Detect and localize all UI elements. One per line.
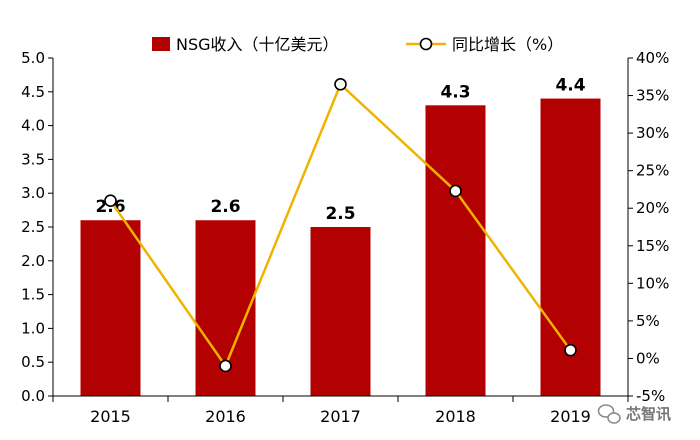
right-tick-label: 30% (636, 124, 669, 142)
left-tick-label: 3.5 (21, 150, 45, 168)
bar-2018 (425, 105, 486, 396)
left-y-axis: 0.0 0.5 1.0 1.5 2.0 2.5 3.0 3.5 4.0 4.5 5.0 (21, 49, 54, 405)
bar-data-label: 2.5 (325, 204, 355, 224)
x-axis: 2015 2016 2017 2018 2019 (52, 395, 629, 426)
line-point-2015 (104, 194, 117, 208)
wechat-icon (597, 404, 621, 424)
right-tick-label: 0% (636, 349, 660, 367)
line-point-2019 (564, 343, 577, 357)
right-y-axis: -5% 0% 5% 10% 15% 20% 25% 30% 35% 40% (627, 49, 669, 405)
line-point-2017 (334, 77, 347, 91)
x-tick-label: 2019 (550, 407, 591, 426)
left-tick-label: 0.5 (21, 353, 45, 371)
line-point-2018 (449, 184, 462, 198)
legend-line-label: 同比增长（%） (452, 35, 563, 54)
right-tick-label: 5% (636, 312, 660, 330)
right-tick-label: 20% (636, 199, 669, 217)
left-tick-label: 3.0 (21, 184, 45, 202)
left-tick-label: 5.0 (21, 49, 45, 67)
x-tick-label: 2018 (435, 407, 476, 426)
x-tick-label: 2016 (205, 407, 246, 426)
x-tick-label: 2015 (90, 407, 131, 426)
bar-data-label: 4.3 (440, 82, 470, 102)
right-tick-label: 35% (636, 87, 669, 105)
left-tick-label: 4.0 (21, 117, 45, 135)
bar-2015 (80, 220, 141, 396)
left-tick-label: 0.0 (21, 387, 45, 405)
line-series (104, 77, 577, 373)
right-tick-label: 40% (636, 49, 669, 67)
right-tick-label: -5% (636, 387, 665, 405)
watermark: 芯智讯 (597, 404, 671, 424)
right-tick-label: 25% (636, 162, 669, 180)
legend-bar-label: NSG收入（十亿美元） (176, 35, 339, 54)
left-tick-label: 1.5 (21, 286, 45, 304)
left-tick-label: 2.0 (21, 252, 45, 270)
right-tick-label: 15% (636, 237, 669, 255)
bar-2017 (310, 227, 371, 396)
bar-data-label: 2.6 (210, 197, 240, 217)
watermark-text: 芯智讯 (626, 405, 671, 423)
bar-data-label: 4.4 (555, 76, 585, 96)
line-point-2016 (219, 359, 232, 373)
legend-bar-swatch (152, 37, 170, 51)
left-tick-label: 4.5 (21, 83, 45, 101)
bar-series: 2.6 2.6 2.54.3 4.4 (80, 76, 601, 396)
right-tick-label: 10% (636, 274, 669, 292)
legend: NSG收入（十亿美元） 同比增长（%） (152, 35, 563, 54)
left-tick-label: 1.0 (21, 319, 45, 337)
left-tick-label: 2.5 (21, 218, 45, 236)
legend-line-marker (419, 37, 433, 51)
x-tick-label: 2017 (320, 407, 361, 426)
